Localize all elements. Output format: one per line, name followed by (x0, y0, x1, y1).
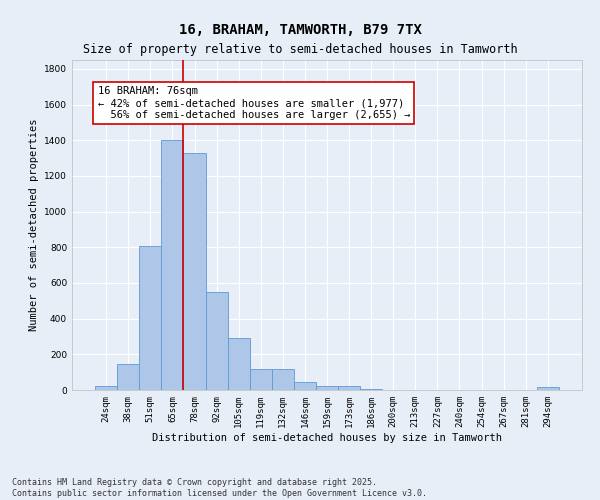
Bar (184, 153, 206, 390)
Bar (161, 140, 184, 390)
Title: 16, BRAHAM, TAMWORTH, B79 7TX
Size of property relative to semi-detached houses : 16, BRAHAM, TAMWORTH, B79 7TX Size of pr… (0, 499, 1, 500)
X-axis label: Distribution of semi-detached houses by size in Tamworth: Distribution of semi-detached houses by … (152, 432, 502, 442)
Bar (338, 386, 360, 390)
Bar (272, 368, 294, 390)
Text: Size of property relative to semi-detached houses in Tamworth: Size of property relative to semi-detach… (83, 42, 517, 56)
Bar (206, 292, 227, 390)
Bar (360, 389, 382, 390)
Bar (294, 382, 316, 390)
Text: Contains HM Land Registry data © Crown copyright and database right 2025.
Contai: Contains HM Land Registry data © Crown c… (12, 478, 427, 498)
Text: 16, BRAHAM, TAMWORTH, B79 7TX: 16, BRAHAM, TAMWORTH, B79 7TX (179, 22, 421, 36)
Bar (316, 386, 338, 390)
Bar (95, 386, 117, 390)
Bar (537, 388, 559, 390)
Text: 16 BRAHAM: 76sqm
← 42% of semi-detached houses are smaller (1,977)
  56% of semi: 16 BRAHAM: 76sqm ← 42% of semi-detached … (97, 86, 410, 120)
Bar (227, 338, 250, 390)
Y-axis label: Number of semi-detached properties: Number of semi-detached properties (29, 118, 38, 331)
Bar (139, 246, 161, 390)
Bar (117, 364, 139, 390)
Bar (250, 368, 272, 390)
